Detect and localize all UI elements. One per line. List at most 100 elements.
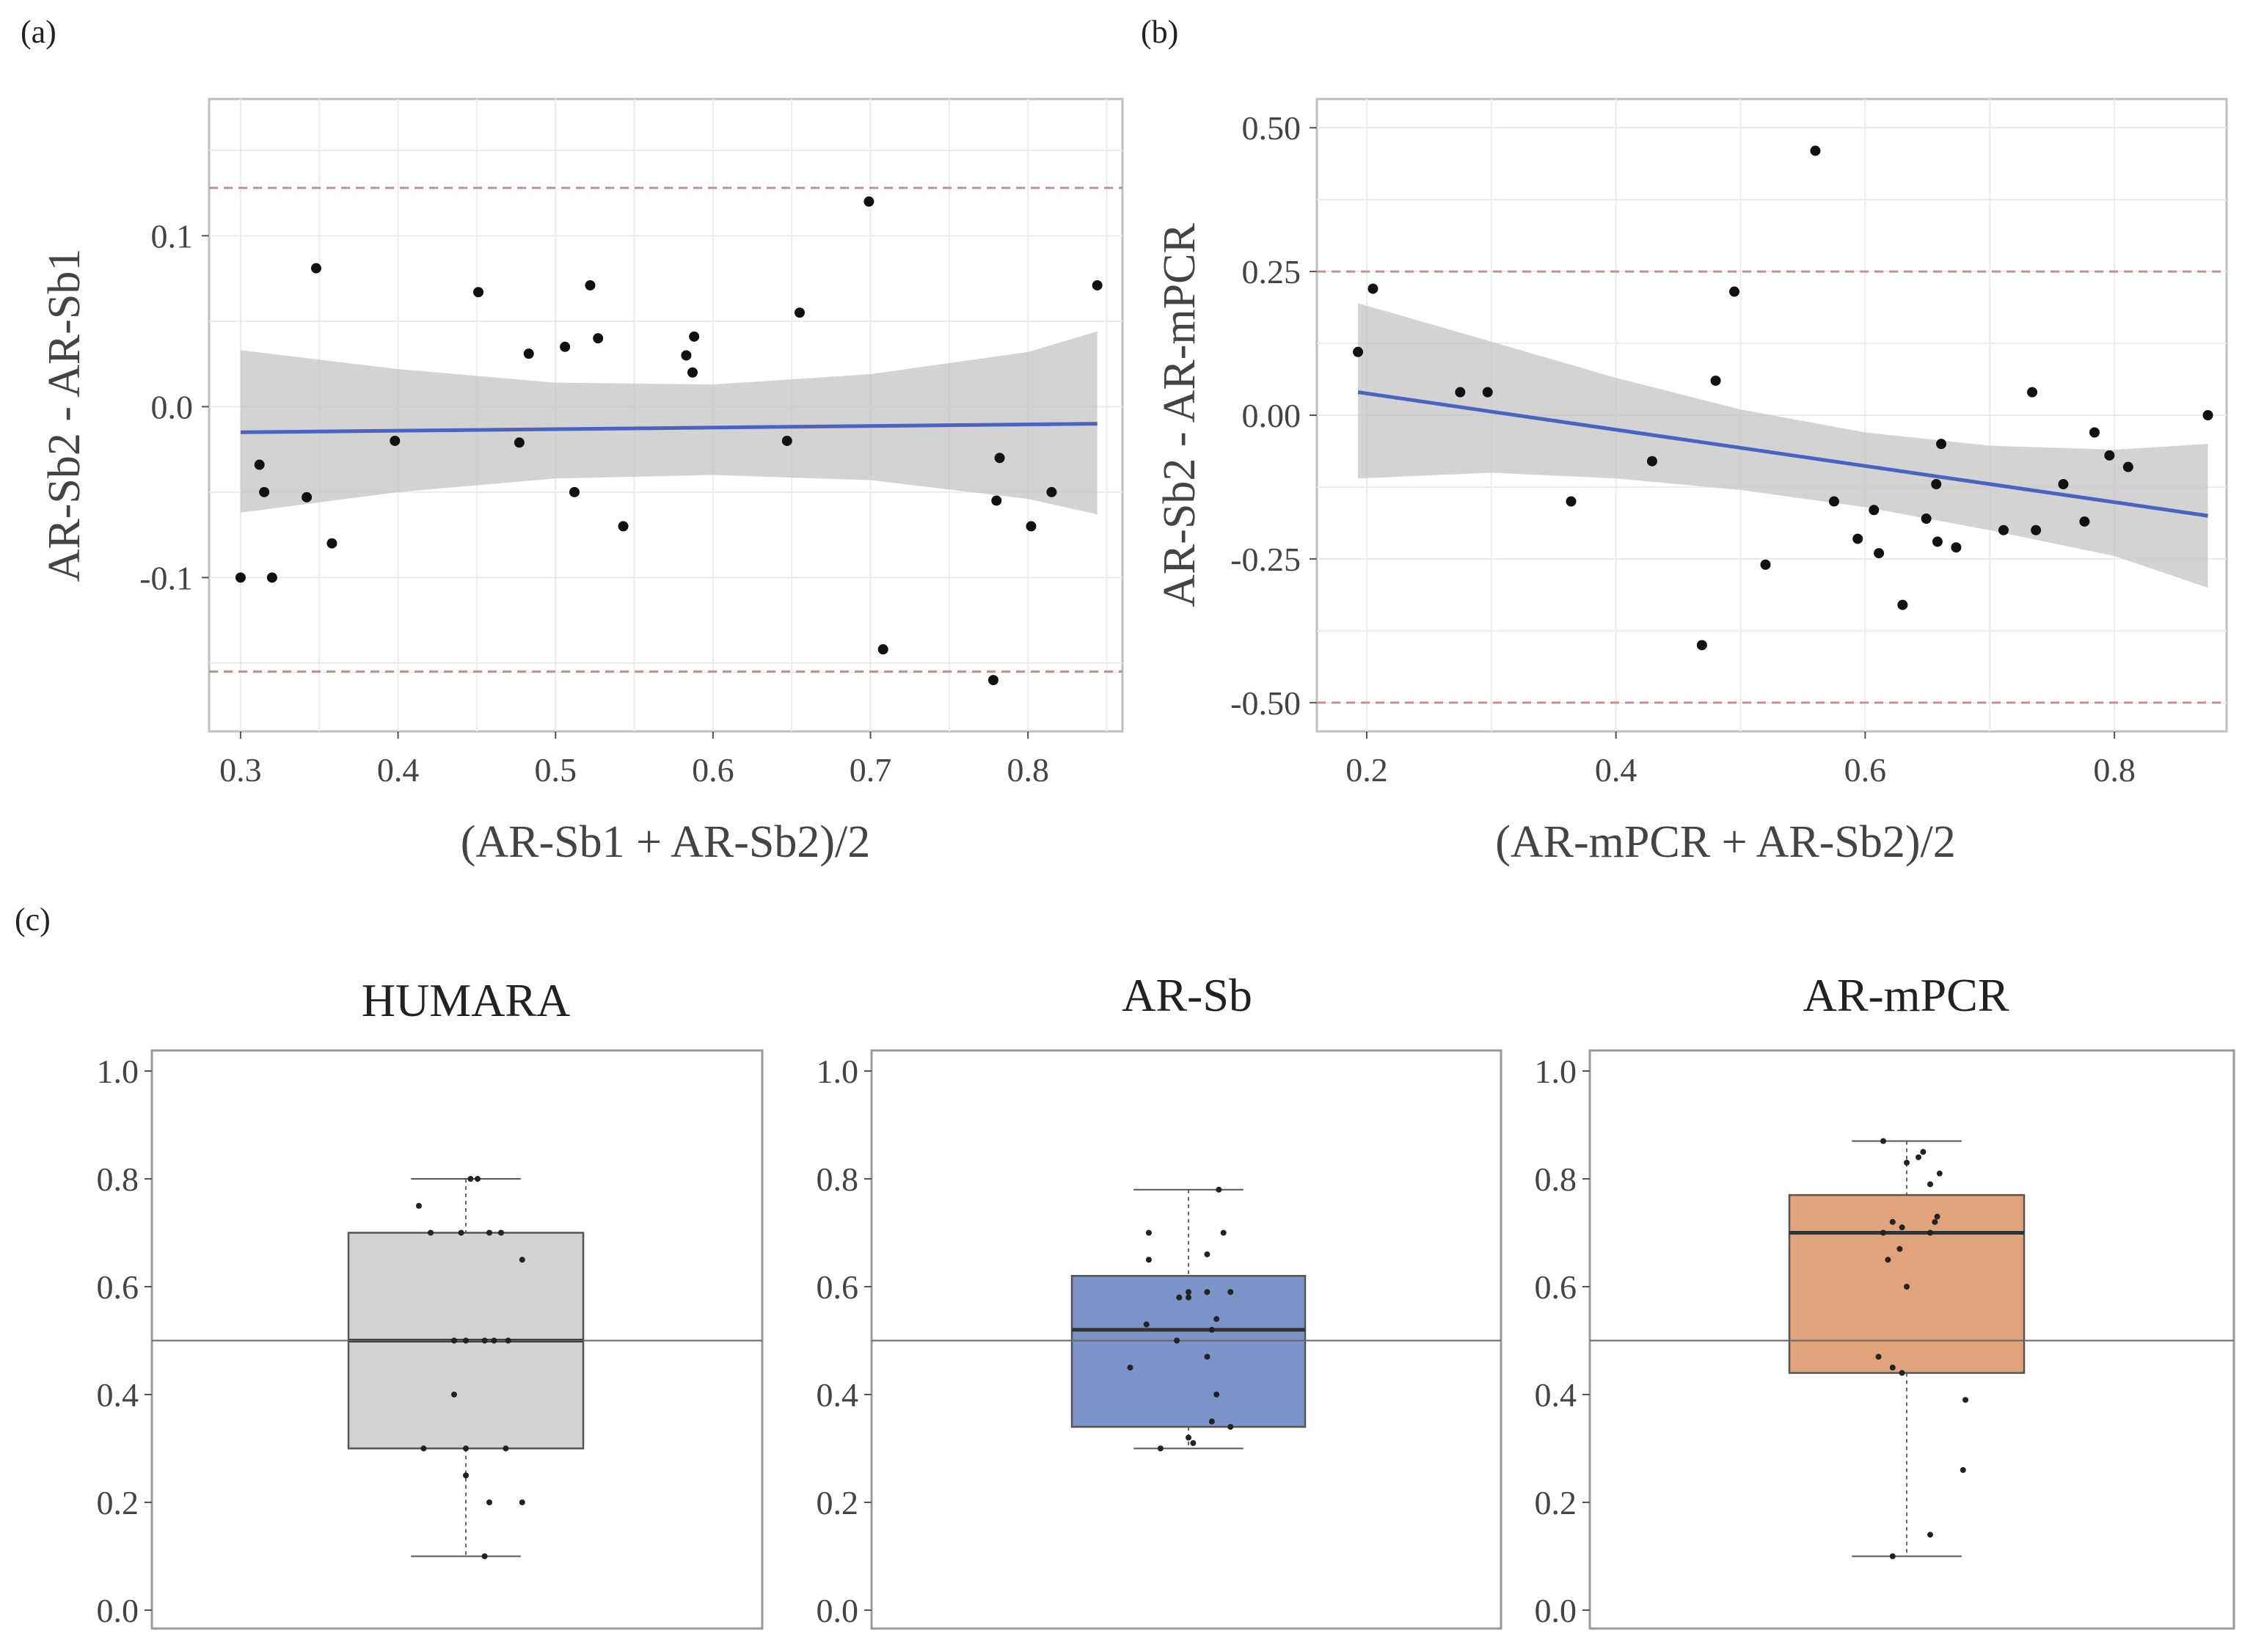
boxplot-data-point bbox=[1213, 1316, 1220, 1323]
a-x-tick-label: 0.6 bbox=[692, 751, 734, 789]
boxplot-data-point bbox=[481, 1337, 488, 1344]
b-y-tick-label: -0.50 bbox=[1230, 684, 1301, 722]
panel-a-confidence-band bbox=[240, 331, 1098, 515]
boxplot-humara-title: HUMARA bbox=[362, 974, 570, 1026]
boxplot-data-point bbox=[1186, 1434, 1191, 1441]
boxplot-ar-mpcr: AR-mPCR 0.0 0.2 0.4 0.6 0.8 1.0 bbox=[1535, 969, 2235, 1630]
boxplot-ar-sb-y-ticks: 0.0 0.2 0.4 0.6 0.8 1.0 bbox=[817, 1053, 872, 1629]
b-data-point bbox=[2031, 525, 2042, 536]
boxplot-data-point bbox=[475, 1176, 481, 1182]
boxplot-data-point bbox=[1889, 1218, 1896, 1225]
boxplot-data-point bbox=[1157, 1445, 1164, 1452]
b-data-point bbox=[1874, 548, 1885, 559]
a-data-point bbox=[689, 331, 700, 342]
boxplot-data-point bbox=[491, 1337, 497, 1344]
boxplot-y-tick-label: 0.6 bbox=[97, 1268, 139, 1306]
panel-b-fit-line bbox=[1357, 390, 2208, 518]
boxplot-data-point bbox=[1186, 1294, 1191, 1301]
b-data-point bbox=[1931, 479, 1942, 490]
boxplot-data-point bbox=[1889, 1364, 1896, 1371]
boxplot-data-point bbox=[1204, 1289, 1211, 1295]
b-data-point bbox=[1646, 456, 1657, 467]
b-x-tick-label: 0.2 bbox=[1345, 751, 1388, 789]
boxplot-y-tick-label: 0.8 bbox=[97, 1161, 139, 1198]
boxplot-y-tick-label: 0.4 bbox=[97, 1376, 139, 1414]
boxplot-data-point bbox=[1227, 1289, 1234, 1295]
b-data-point bbox=[1932, 536, 1943, 547]
boxplot-data-point bbox=[1960, 1466, 1966, 1473]
b-data-point bbox=[2104, 450, 2115, 461]
a-data-point bbox=[987, 675, 998, 686]
boxplot-data-point bbox=[1227, 1424, 1234, 1430]
boxplot-data-point bbox=[1216, 1186, 1222, 1193]
boxplot-data-point bbox=[1916, 1154, 1921, 1161]
a-y-tick-label: -0.1 bbox=[139, 559, 193, 596]
a-data-point bbox=[523, 348, 534, 359]
b-data-point bbox=[1696, 640, 1707, 651]
boxplot-data-point bbox=[1889, 1553, 1896, 1560]
panel-c-label: (c) bbox=[15, 902, 51, 938]
boxplot-data-point bbox=[486, 1499, 492, 1505]
a-data-point bbox=[991, 495, 1002, 506]
a-data-point bbox=[514, 437, 525, 448]
a-data-point bbox=[593, 333, 604, 344]
boxplot-data-point bbox=[1904, 1284, 1910, 1290]
b-data-point bbox=[1368, 283, 1379, 294]
boxplot-data-point bbox=[1934, 1213, 1940, 1220]
boxplot-data-point bbox=[1145, 1257, 1152, 1263]
a-data-point bbox=[994, 453, 1005, 464]
panel-a-y-ticks: -0.1 0.0 0.1 bbox=[139, 217, 209, 596]
boxplot-y-tick-label: 0.8 bbox=[817, 1161, 859, 1198]
boxplot-data-point bbox=[1880, 1229, 1886, 1236]
b-data-point bbox=[1729, 286, 1740, 297]
boxplot-data-point bbox=[1904, 1159, 1910, 1166]
a-x-tick-label: 0.8 bbox=[1007, 751, 1049, 789]
a-x-tick-label: 0.7 bbox=[850, 751, 892, 789]
boxplot-data-point bbox=[1143, 1321, 1150, 1328]
boxplot-data-point bbox=[1208, 1418, 1215, 1425]
boxplot-data-point bbox=[420, 1445, 427, 1452]
boxplot-data-point bbox=[1204, 1251, 1211, 1257]
b-data-point bbox=[1897, 599, 1908, 610]
boxplot-y-tick-label: 1.0 bbox=[1535, 1053, 1577, 1090]
boxplot-data-point bbox=[1962, 1397, 1968, 1403]
b-data-point bbox=[1998, 525, 2009, 536]
a-data-point bbox=[585, 279, 596, 290]
b-data-point bbox=[1852, 533, 1863, 544]
boxplot-data-point bbox=[416, 1202, 422, 1209]
panel-a-points bbox=[235, 196, 1103, 686]
boxplot-data-point bbox=[498, 1229, 504, 1236]
a-data-point bbox=[1092, 279, 1103, 290]
panel-a-fit-line bbox=[240, 422, 1098, 434]
boxplot-y-tick-label: 0.2 bbox=[97, 1484, 139, 1521]
boxplot-y-tick-label: 0.2 bbox=[1535, 1484, 1577, 1521]
b-data-point bbox=[1810, 145, 1821, 156]
boxplot-humara-y-ticks: 0.0 0.2 0.4 0.6 0.8 1.0 bbox=[97, 1053, 152, 1629]
b-y-tick-label: 0.25 bbox=[1242, 253, 1301, 290]
boxplot-data-point bbox=[505, 1337, 511, 1344]
a-data-point bbox=[235, 572, 246, 583]
boxplot-data-point bbox=[1213, 1392, 1220, 1397]
boxplot-ar-sb-points bbox=[1127, 1186, 1234, 1452]
a-data-point bbox=[687, 367, 698, 378]
b-data-point bbox=[1951, 542, 1962, 553]
boxplot-data-point bbox=[1190, 1440, 1197, 1447]
panel-b-confidence-band bbox=[1358, 303, 2208, 588]
a-data-point bbox=[310, 263, 321, 274]
boxplot-data-point bbox=[1145, 1229, 1152, 1236]
boxplot-y-tick-label: 1.0 bbox=[817, 1053, 859, 1090]
b-x-tick-label: 0.4 bbox=[1595, 751, 1637, 789]
b-y-tick-label: -0.25 bbox=[1230, 541, 1301, 578]
panel-b: (b) 0.2 0.4 0.6 0.8 -0.50-0.250.000.250.50 … bbox=[1141, 14, 2228, 867]
a-data-point bbox=[1046, 486, 1057, 497]
b-data-point bbox=[1921, 513, 1932, 525]
boxplot-data-point bbox=[1885, 1257, 1891, 1263]
boxplot-data-point bbox=[1186, 1289, 1191, 1295]
boxplot-y-tick-label: 0.8 bbox=[1535, 1161, 1577, 1198]
b-y-tick-label: 0.50 bbox=[1242, 109, 1301, 147]
b-data-point bbox=[1760, 559, 1771, 570]
a-data-point bbox=[1026, 521, 1037, 532]
boxplot-data-point bbox=[1920, 1149, 1927, 1155]
boxplot-data-point bbox=[519, 1257, 525, 1263]
panel-a-y-axis-label: AR-Sb2 - AR-Sb1 bbox=[40, 249, 90, 582]
